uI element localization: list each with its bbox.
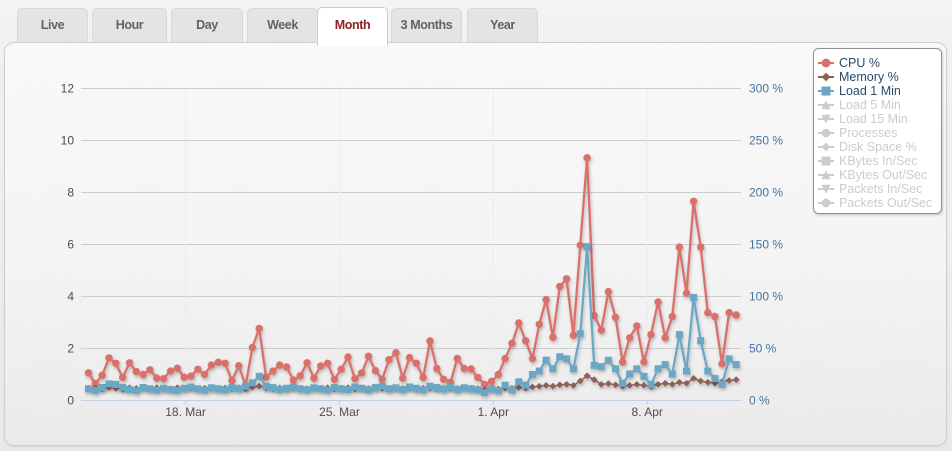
svg-text:12: 12 (61, 82, 75, 96)
svg-text:Load 1 Min: Load 1 Min (839, 84, 901, 98)
svg-text:50 %: 50 % (749, 342, 777, 356)
svg-text:8: 8 (67, 186, 74, 200)
svg-text:200 %: 200 % (749, 186, 783, 200)
svg-text:Packets Out/Sec: Packets Out/Sec (839, 196, 932, 210)
svg-text:4: 4 (67, 290, 74, 304)
svg-text:Processes: Processes (839, 126, 897, 140)
svg-text:0 %: 0 % (749, 394, 770, 408)
svg-text:Memory %: Memory % (839, 70, 899, 84)
svg-text:2: 2 (67, 342, 74, 356)
svg-text:1. Apr: 1. Apr (478, 405, 509, 419)
svg-text:Packets In/Sec: Packets In/Sec (839, 182, 922, 196)
svg-text:250 %: 250 % (749, 134, 783, 148)
svg-text:25. Mar: 25. Mar (319, 405, 360, 419)
svg-text:150 %: 150 % (749, 238, 783, 252)
svg-text:0: 0 (67, 394, 74, 408)
svg-text:100 %: 100 % (749, 290, 783, 304)
svg-text:CPU %: CPU % (839, 56, 880, 70)
svg-text:KBytes Out/Sec: KBytes Out/Sec (839, 168, 927, 182)
svg-text:10: 10 (61, 134, 75, 148)
svg-text:KBytes In/Sec: KBytes In/Sec (839, 154, 918, 168)
svg-text:8. Apr: 8. Apr (632, 405, 663, 419)
svg-text:Disk Space %: Disk Space % (839, 140, 917, 154)
svg-text:6: 6 (67, 238, 74, 252)
svg-text:Load 5 Min: Load 5 Min (839, 98, 901, 112)
svg-text:18. Mar: 18. Mar (165, 405, 206, 419)
svg-text:Load 15 Min: Load 15 Min (839, 112, 908, 126)
svg-text:300 %: 300 % (749, 82, 783, 96)
